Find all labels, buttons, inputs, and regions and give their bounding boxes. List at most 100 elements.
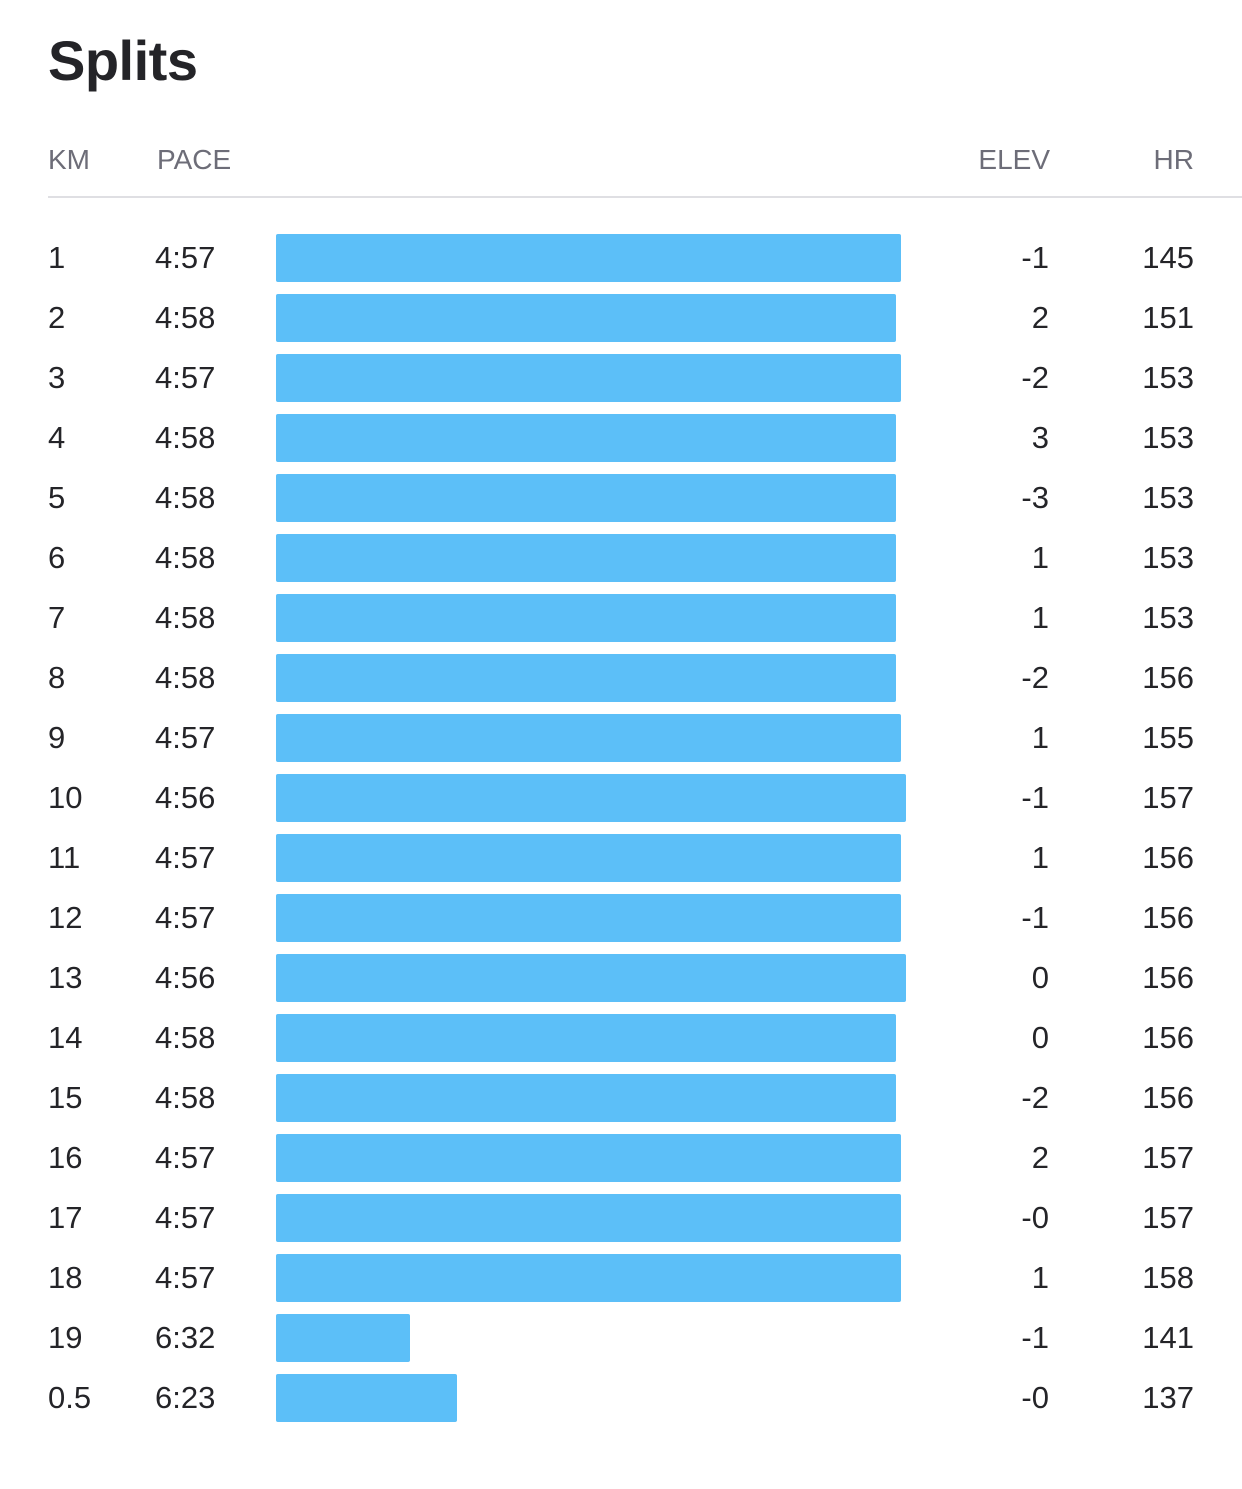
split-row: 1 4:57 -1 145	[48, 228, 1194, 288]
split-pace: 4:57	[155, 840, 216, 875]
split-pace: 4:57	[155, 240, 216, 275]
split-row: 5 4:58 -3 153	[48, 468, 1194, 528]
split-km: 16	[48, 1140, 83, 1175]
split-km: 8	[48, 660, 66, 695]
split-row: 10 4:56 -1 157	[48, 768, 1194, 828]
split-heart-rate: 157	[1142, 1140, 1194, 1175]
split-elevation: -1	[1021, 900, 1049, 935]
split-heart-rate: 153	[1142, 540, 1194, 575]
split-elevation: 3	[1031, 420, 1049, 455]
splits-table-body: 1 4:57 -1 145 2 4:58 2 151 3 4:57 -2 153 4 4:58 3 153 5 4…	[48, 228, 1194, 1428]
split-pace: 4:58	[155, 300, 216, 335]
pace-bar	[276, 1194, 901, 1242]
split-km: 2	[48, 300, 66, 335]
split-elevation: -2	[1021, 1080, 1049, 1115]
split-km: 12	[48, 900, 83, 935]
split-pace: 4:58	[155, 1020, 216, 1055]
split-km: 10	[48, 780, 83, 815]
split-heart-rate: 156	[1142, 660, 1194, 695]
split-row: 12 4:57 -1 156	[48, 888, 1194, 948]
pace-bar	[276, 1014, 896, 1062]
split-heart-rate: 153	[1142, 480, 1194, 515]
split-elevation: 1	[1031, 840, 1049, 875]
split-pace: 4:57	[155, 720, 216, 755]
pace-bar	[276, 954, 906, 1002]
split-heart-rate: 156	[1142, 900, 1194, 935]
split-elevation: -0	[1021, 1380, 1049, 1415]
split-km: 7	[48, 600, 66, 635]
pace-bar	[276, 834, 901, 882]
split-pace: 4:58	[155, 480, 216, 515]
split-heart-rate: 156	[1142, 1020, 1194, 1055]
pace-bar	[276, 354, 901, 402]
split-elevation: 1	[1031, 1260, 1049, 1295]
column-header-hr: HR	[1153, 144, 1194, 175]
split-elevation: -1	[1021, 780, 1049, 815]
pace-bar	[276, 234, 901, 282]
pace-bar	[276, 1374, 457, 1422]
split-elevation: 2	[1031, 1140, 1049, 1175]
split-elevation: -2	[1021, 660, 1049, 695]
split-heart-rate: 153	[1142, 600, 1194, 635]
split-km: 0.5	[48, 1380, 92, 1415]
pace-bar	[276, 594, 896, 642]
split-elevation: -2	[1021, 360, 1049, 395]
split-row: 11 4:57 1 156	[48, 828, 1194, 888]
pace-bar	[276, 654, 896, 702]
split-km: 18	[48, 1260, 83, 1295]
split-heart-rate: 158	[1142, 1260, 1194, 1295]
split-km: 4	[48, 420, 66, 455]
split-km: 9	[48, 720, 66, 755]
split-elevation: -3	[1021, 480, 1049, 515]
split-pace: 4:57	[155, 900, 216, 935]
splits-table-header: KM PACE ELEV HR	[48, 140, 1242, 198]
pace-bar	[276, 1074, 896, 1122]
split-heart-rate: 155	[1142, 720, 1194, 755]
column-header-pace: PACE	[157, 144, 232, 175]
pace-bar	[276, 1134, 901, 1182]
split-pace: 6:32	[155, 1320, 216, 1355]
split-row: 4 4:58 3 153	[48, 408, 1194, 468]
split-elevation: -1	[1021, 1320, 1049, 1355]
split-row: 16 4:57 2 157	[48, 1128, 1194, 1188]
split-pace: 4:57	[155, 1260, 216, 1295]
pace-bar	[276, 474, 896, 522]
split-row: 17 4:57 -0 157	[48, 1188, 1194, 1248]
split-row: 15 4:58 -2 156	[48, 1068, 1194, 1128]
split-km: 11	[48, 840, 81, 875]
split-heart-rate: 157	[1142, 780, 1194, 815]
column-header-km: KM	[48, 144, 90, 175]
split-heart-rate: 153	[1142, 420, 1194, 455]
split-heart-rate: 145	[1142, 240, 1194, 275]
split-pace: 4:57	[155, 1140, 216, 1175]
split-heart-rate: 153	[1142, 360, 1194, 395]
split-km: 15	[48, 1080, 83, 1115]
pace-bar	[276, 1314, 410, 1362]
split-heart-rate: 156	[1142, 840, 1194, 875]
split-pace: 4:57	[155, 360, 216, 395]
split-elevation: 0	[1031, 960, 1049, 995]
split-pace: 4:56	[155, 960, 216, 995]
split-row: 2 4:58 2 151	[48, 288, 1194, 348]
split-km: 17	[48, 1200, 83, 1235]
split-elevation: 2	[1031, 300, 1049, 335]
split-heart-rate: 156	[1142, 960, 1194, 995]
split-row: 3 4:57 -2 153	[48, 348, 1194, 408]
split-pace: 4:56	[155, 780, 216, 815]
split-pace: 4:58	[155, 660, 216, 695]
split-pace: 6:23	[155, 1380, 216, 1415]
split-row: 7 4:58 1 153	[48, 588, 1194, 648]
split-km: 14	[48, 1020, 83, 1055]
split-elevation: 1	[1031, 540, 1049, 575]
split-row: 19 6:32 -1 141	[48, 1308, 1194, 1368]
pace-bar	[276, 414, 896, 462]
split-heart-rate: 137	[1142, 1380, 1194, 1415]
split-heart-rate: 151	[1142, 300, 1194, 335]
split-row: 18 4:57 1 158	[48, 1248, 1194, 1308]
split-km: 5	[48, 480, 66, 515]
split-heart-rate: 157	[1142, 1200, 1194, 1235]
split-row: 0.5 6:23 -0 137	[48, 1368, 1194, 1428]
split-elevation: -0	[1021, 1200, 1049, 1235]
pace-bar	[276, 774, 906, 822]
split-row: 8 4:58 -2 156	[48, 648, 1194, 708]
